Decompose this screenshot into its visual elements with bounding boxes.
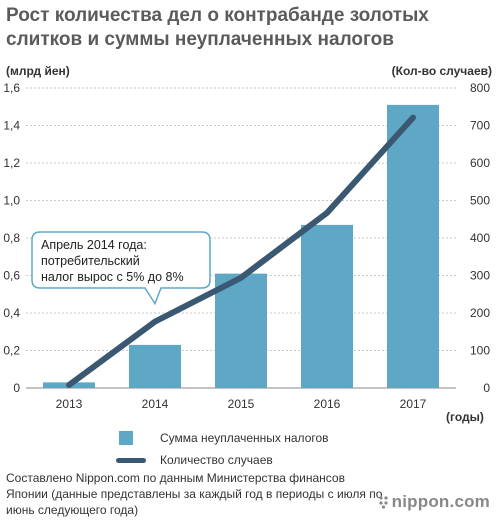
left-axis-unit-label: (млрд йен) — [6, 64, 70, 78]
legend-item-line: Количество случаев — [114, 450, 329, 470]
right-tick-label: 700 — [470, 119, 490, 133]
left-tick-label: 1,6 — [3, 81, 20, 95]
legend-line-label: Количество случаев — [160, 453, 273, 467]
left-tick-label: 0 — [13, 381, 20, 395]
page-title: Рост количества дел о контрабанде золоты… — [6, 5, 429, 50]
left-tick-label: 0,2 — [3, 344, 20, 358]
x-tick-label: 2017 — [400, 397, 427, 411]
left-tick-label: 1,4 — [3, 119, 20, 133]
combo-chart: 0 0,2 0,4 0,6 0,8 1,0 1,2 1,4 1,6 0 100 200 300 400 50… — [3, 81, 490, 411]
x-tick-label: 2016 — [314, 397, 341, 411]
right-tick-label: 400 — [470, 231, 490, 245]
legend-bar-swatch — [119, 431, 133, 445]
cases-line — [66, 114, 416, 388]
x-tick-label: 2013 — [56, 397, 83, 411]
right-tick-label: 600 — [470, 156, 490, 170]
brand-text: nippon.com — [391, 492, 490, 511]
right-tick-label: 300 — [470, 269, 490, 283]
legend-line-swatch — [116, 457, 146, 463]
legend-item-bars: Сумма неуплаченных налогов — [114, 428, 329, 448]
annotation-text: Апрель 2014 года: — [41, 238, 147, 252]
annotation-text: потребительский — [41, 254, 140, 268]
annotation-callout — [31, 231, 211, 306]
right-tick-label: 500 — [470, 194, 490, 208]
legend: Сумма неуплаченных налогов Количество сл… — [114, 428, 329, 472]
left-tick-label: 0,8 — [3, 231, 20, 245]
brand-dots-icon — [379, 496, 388, 509]
left-tick-label: 1,0 — [3, 194, 20, 208]
bar — [215, 273, 267, 388]
brand-logo: nippon.com — [379, 492, 490, 512]
right-tick-label: 0 — [483, 381, 490, 395]
bar — [387, 104, 439, 388]
left-tick-label: 0,4 — [3, 306, 20, 320]
x-axis-unit-label: (годы) — [446, 410, 484, 424]
bar — [301, 224, 353, 388]
x-tick-label: 2015 — [228, 397, 255, 411]
left-tick-label: 0,6 — [3, 269, 20, 283]
x-tick-label: 2014 — [142, 397, 169, 411]
right-tick-label: 100 — [470, 344, 490, 358]
annotation-text: налог вырос с 5% до 8% — [41, 270, 184, 284]
right-tick-label: 800 — [470, 81, 490, 95]
right-axis-unit-label: (Кол-во случаев) — [391, 64, 492, 78]
source-note: Составлено Nippon.com по данным Министер… — [6, 471, 383, 517]
right-tick-label: 200 — [470, 306, 490, 320]
left-tick-label: 1,2 — [3, 156, 20, 170]
bar — [129, 344, 181, 388]
legend-bar-label: Сумма неуплаченных налогов — [160, 431, 329, 445]
